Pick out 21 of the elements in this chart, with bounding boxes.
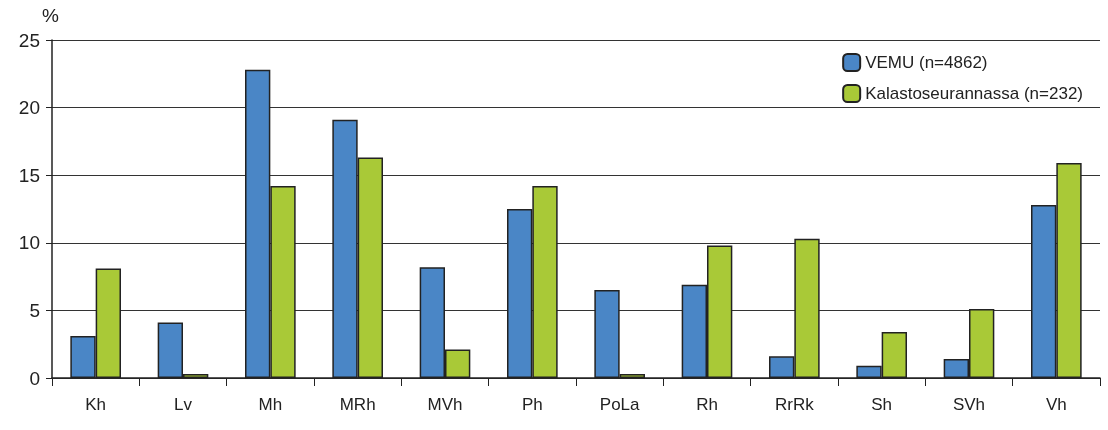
legend-label: Kalastoseurannassa (n=232) [865,84,1084,103]
x-tick-label: Rh [696,395,718,414]
x-tick-label: RrRk [774,395,815,414]
y-tick-label: 0 [29,367,40,389]
y-tick-label: 25 [18,29,40,51]
x-tick-label: Vh [1045,395,1067,414]
x-tick-label: MRh [339,395,376,414]
x-tick-label: Ph [521,395,543,414]
x-tick-label: Kh [85,395,107,414]
x-tick-label: SVh [952,395,986,414]
y-tick-label: 20 [18,97,40,119]
y-tick-label: 15 [18,164,40,186]
x-tick-label: Sh [871,395,893,414]
x-tick-label: PoLa [599,395,641,414]
x-tick-label: Lv [174,395,193,414]
x-tick-label: Mh [258,395,283,414]
x-tick-label: MVh [427,395,463,414]
y-axis-title: % [42,5,59,26]
y-tick-label: 5 [29,299,40,321]
y-tick-label: 10 [18,232,40,254]
legend-label: VEMU (n=4862) [865,53,988,72]
